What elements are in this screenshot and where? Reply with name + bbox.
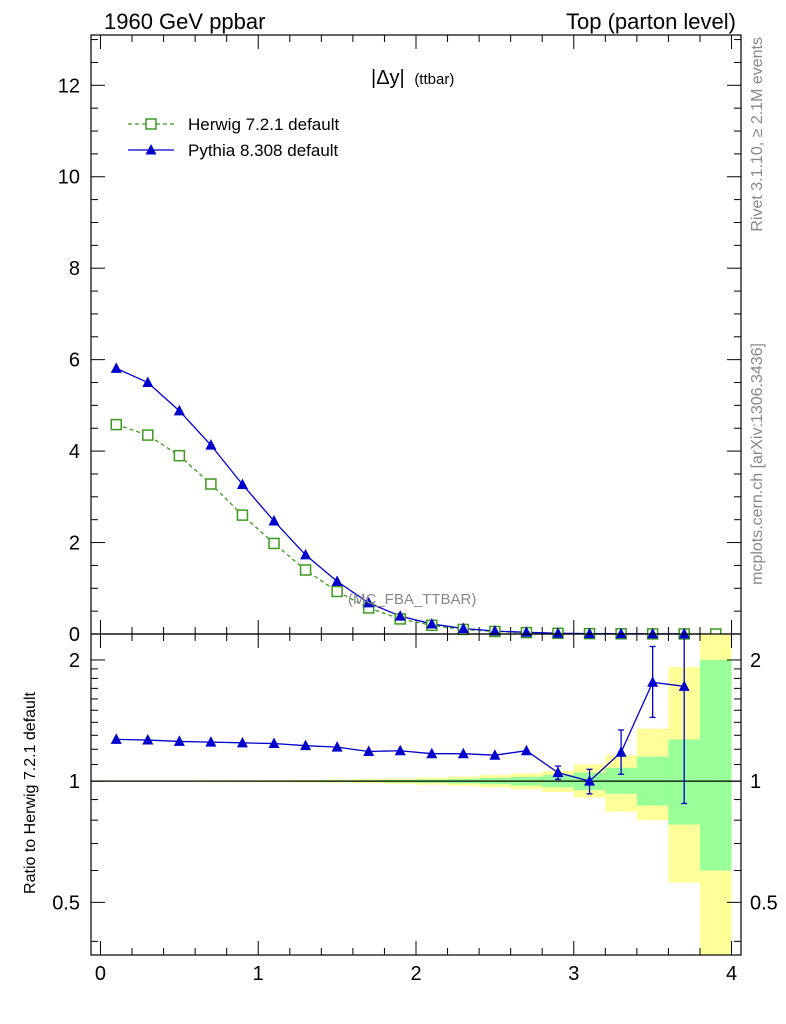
header-left: 1960 GeV ppbar <box>104 9 265 34</box>
y-tick-label: 2 <box>69 533 80 555</box>
ratio-pythia-point <box>584 775 596 786</box>
legend: Herwig 7.2.1 default Pythia 8.308 default <box>128 115 339 160</box>
pythia-point <box>205 439 217 450</box>
ratio-pythia-point <box>110 733 122 744</box>
ratio-pythia-point <box>647 676 659 687</box>
y-tick-label: 10 <box>58 167 80 189</box>
herwig-point <box>236 509 249 521</box>
ratio-panel: 0 1 2 3 4 0.5 0.5 1 1 2 2 <box>52 633 778 985</box>
ratio-pythia-point <box>205 736 217 747</box>
side-label-rivet: Rivet 3.1.10, ≥ 2.1M events <box>749 37 766 232</box>
y-tick-label: 4 <box>69 441 80 463</box>
x-tick-label: 4 <box>726 963 737 985</box>
ratio-pythia-point <box>173 735 185 746</box>
ratio-pythia-point <box>426 747 438 759</box>
pythia-point <box>363 596 375 608</box>
pythia-point <box>647 627 659 639</box>
legend-herwig-marker <box>145 118 157 130</box>
ratio-y-tick-label-right: 1 <box>750 771 761 793</box>
herwig-point <box>110 418 122 431</box>
observable-label: |Δy| (ttbar) <box>371 67 454 89</box>
header-right: Top (parton level) <box>566 9 736 34</box>
y-tick-label: 0 <box>69 624 80 646</box>
ratio-pythia-point <box>331 741 343 752</box>
legend-pythia-label: Pythia 8.308 default <box>188 141 339 160</box>
pythia-point <box>142 376 154 388</box>
x-tick-label: 0 <box>95 963 106 985</box>
pythia-point <box>268 515 280 526</box>
ratio-pythia-point <box>678 680 690 691</box>
herwig-point <box>299 564 312 576</box>
herwig-point <box>331 585 343 598</box>
ratio-pythia-point <box>457 747 469 759</box>
y-tick-label: 6 <box>69 350 80 372</box>
ratio-y-tick-label-right: 0.5 <box>750 892 778 914</box>
ratio-pythia-point <box>236 736 248 748</box>
pythia-point <box>584 627 596 639</box>
pythia-point <box>678 627 690 639</box>
ratio-pythia-point <box>394 744 406 756</box>
herwig-point <box>268 537 280 550</box>
observable-main: |Δy| <box>371 67 405 89</box>
ratio-y-tick-label: 2 <box>69 650 80 672</box>
legend-herwig-label: Herwig 7.2.1 default <box>188 115 339 134</box>
y-tick-label: 8 <box>69 258 80 280</box>
ratio-y-tick-label: 0.5 <box>52 892 80 914</box>
pythia-point <box>110 362 122 373</box>
side-label-source: mcplots.cern.ch [arXiv:1306.3436] <box>749 343 766 585</box>
ratio-pythia-point <box>363 745 375 756</box>
main-panel: 0 2 4 6 8 10 12 <box>58 34 742 646</box>
ratio-pythia-point <box>489 749 501 760</box>
x-tick-label: 1 <box>253 963 264 985</box>
x-tick-label: 3 <box>568 963 579 985</box>
herwig-point <box>205 478 217 490</box>
ratio-pythia-point <box>615 746 627 757</box>
ratio-axis-label: Ratio to Herwig 7.2.1 default <box>22 692 39 894</box>
pythia-point <box>300 548 312 560</box>
y-tick-label: 12 <box>58 75 80 97</box>
herwig-point <box>173 449 186 462</box>
pythia-point <box>394 610 406 621</box>
ratio-pythia-point <box>520 744 532 756</box>
ratio-pythia-point <box>268 737 280 749</box>
ratio-pythia-point <box>300 739 312 751</box>
ratio-pythia-point <box>142 734 154 745</box>
ratio-pythia-point <box>552 766 564 778</box>
pythia-point <box>552 627 564 638</box>
x-tick-label: 2 <box>410 963 421 985</box>
legend-pythia-marker <box>145 144 157 155</box>
pythia-point <box>173 404 185 416</box>
pythia-point <box>331 575 343 586</box>
pythia-point <box>457 622 469 634</box>
observable-sub: (ttbar) <box>414 71 454 88</box>
pythia-point <box>236 478 248 489</box>
analysis-tag: (MC_FBA_TTBAR) <box>348 591 476 608</box>
herwig-point <box>142 429 154 441</box>
band-inner-19 <box>699 659 732 871</box>
pythia-point <box>489 625 501 636</box>
ratio-y-tick-label: 1 <box>69 771 80 793</box>
pythia-point <box>615 627 627 639</box>
ratio-y-tick-label-right: 2 <box>750 650 761 672</box>
pythia-point <box>426 617 438 629</box>
